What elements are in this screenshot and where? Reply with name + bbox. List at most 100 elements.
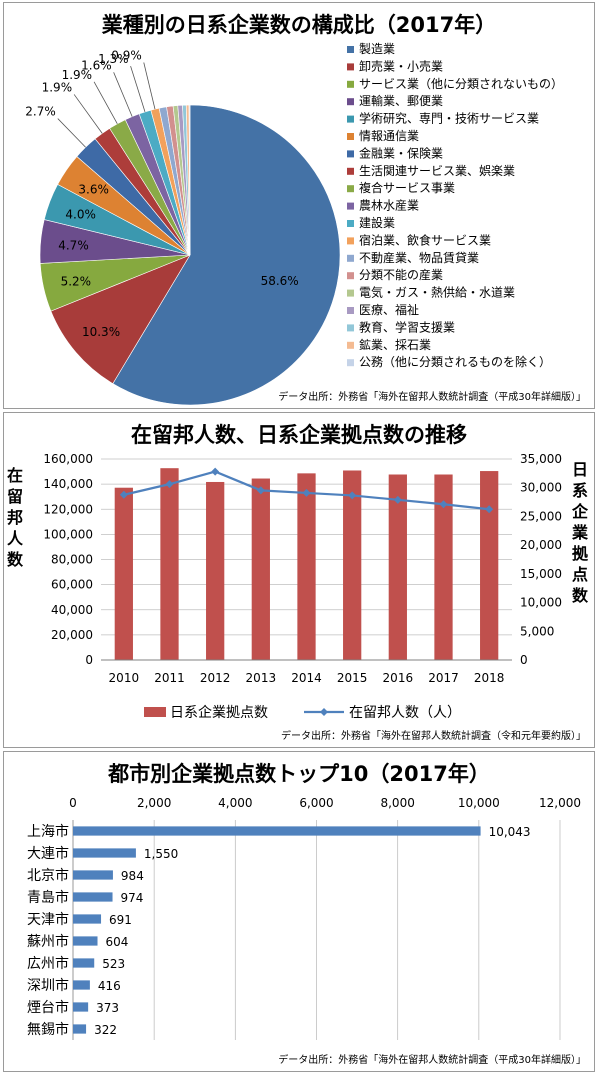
x-tick-label: 2012 [200,671,231,685]
bar [160,468,179,660]
line-marker [348,491,357,500]
legend-swatch-marker [320,708,328,716]
pie-data-label: 2.7% [25,105,56,119]
x-tick-label: 2011 [154,671,185,685]
pie-legend-swatch [347,359,354,367]
pie-chart-source: データ出所：外務省「海外在留邦人数統計調査（平成30年詳細版）」 [278,392,586,403]
pie-leader-line [143,62,156,110]
line-marker [393,495,402,504]
y-right-axis-title: 数 [572,586,589,605]
pie-legend-label: 情報通信業 [359,129,419,143]
hbar-chart-source: データ出所：外務省「海外在留邦人数統計調査（平成30年詳細版）」 [278,1055,586,1066]
pie-legend-label: 宿泊業、飲食サービス業 [359,232,491,247]
category-label: 天津市 [27,911,69,928]
pie-leader-line [73,94,103,134]
combo-chart-panel: 在留邦人数、日系企業拠点数の推移 0 20,000 40,000 60,000 80,0… [3,412,595,748]
combo-chart: 0 20,000 40,000 60,000 80,000 100,000 120,000 1… [7,452,589,721]
y-left-axis-title: 数 [7,550,24,569]
bar [388,474,407,660]
pie-data-label: 1.9% [42,80,73,94]
pie-legend-swatch [347,98,354,106]
x-tick-label: 2016 [383,671,414,685]
y-right-tick-label: 35,000 [520,452,562,466]
category-label: 広州市 [27,955,69,972]
pie-leader-line [130,66,146,113]
pie-legend-swatch [347,324,354,332]
pie-legend-swatch [347,46,354,53]
line-marker [302,488,311,497]
data-label: 1,550 [144,847,178,861]
pie-legend-swatch [347,185,354,193]
pie-legend-swatch [347,341,354,349]
pie-legend-swatch [347,289,354,297]
pie-data-label: 1.3% [98,52,129,66]
y-right-axis-title: 日 [572,460,588,479]
pie-legend-swatch [347,167,354,175]
category-label: 無錫市 [27,1021,69,1038]
combo-chart-source: データ出所：外務省「海外在留邦人数統計調査（令和元年要約版）」 [281,731,586,742]
pie-legend-swatch [347,133,354,140]
x-tick-label: 2018 [474,671,505,685]
y-left-axis-title: 邦 [7,508,23,527]
x-tick-label: 2014 [291,671,322,685]
pie-data-label: 5.2% [61,275,92,289]
pie-data-label: 10.3% [82,325,120,339]
legend-swatch-bar [144,707,166,717]
x-tick-label: 2,000 [137,796,171,810]
y-left-axis-title: 人 [7,529,24,548]
data-label: 604 [106,935,129,949]
category-label: 大連市 [27,845,69,862]
y-right-tick-label: 30,000 [520,481,562,495]
pie-data-label: 4.7% [58,238,89,252]
pie-data-label: 4.0% [65,207,96,221]
pie-legend-swatch [347,272,354,280]
data-label: 10,043 [489,825,531,839]
y-right-tick-label: 5,000 [520,624,554,638]
pie-legend-label: 製造業 [359,42,395,56]
data-label: 523 [102,957,125,971]
x-tick-label: 2015 [337,671,368,685]
y-right-axis-title: 企 [571,502,589,521]
x-tick-label: 6,000 [299,796,333,810]
pie-legend-label: 卸売業・小売業 [359,58,443,73]
y-left-tick-label: 160,000 [43,452,93,466]
bar [251,478,270,660]
pie-legend-swatch [347,220,354,227]
bar [343,470,362,660]
y-right-tick-label: 25,000 [520,509,562,523]
y-right-axis-title: 拠 [572,544,589,563]
bar [73,980,90,990]
bar [73,914,102,924]
pie-legend-label: 公務（他に分類されるものを除く） [359,354,551,369]
category-label: 北京市 [27,867,69,884]
pie-legend-swatch [347,63,354,71]
pie-legend-label: 学術研究、専門・技術サービス業 [359,111,539,126]
pie-data-label: 1.9% [62,68,93,82]
pie-legend-label: 教育、学習支援業 [359,319,455,334]
y-right-tick-label: 0 [520,653,528,667]
hbar-chart-title: 都市別企業拠点数トップ10（2017年） [108,762,490,786]
pie-legend-label: 農林水産業 [359,198,419,213]
y-right-tick-label: 15,000 [520,567,562,581]
data-label: 322 [94,1023,117,1037]
data-label: 691 [109,913,132,927]
pie-legend-swatch [347,115,354,123]
pie-legend-label: 分類不能の産業 [359,267,443,282]
category-label: 煙台市 [27,999,69,1016]
y-right-tick-label: 20,000 [520,538,562,552]
bar [114,487,133,660]
y-left-tick-label: 60,000 [51,578,93,592]
pie-legend-swatch [347,254,354,262]
x-tick-label: 8,000 [380,796,414,810]
y-left-tick-label: 20,000 [51,628,93,642]
category-label: 上海市 [27,823,69,840]
pie-legend-label: 医療、福祉 [359,302,419,317]
x-tick-label: 2013 [246,671,277,685]
hbar-chart-panel: 都市別企業拠点数トップ10（2017年） 0 2,000 4,000 6,000 8,0… [3,751,595,1072]
category-label: 蘇州市 [27,933,69,950]
bar [73,1002,89,1012]
pie-legend-label: 電気・ガス・熱供給・水道業 [359,285,515,300]
y-left-tick-label: 40,000 [51,603,93,617]
pie-data-label: 58.6% [261,274,299,288]
pie-legend-swatch [347,307,354,314]
